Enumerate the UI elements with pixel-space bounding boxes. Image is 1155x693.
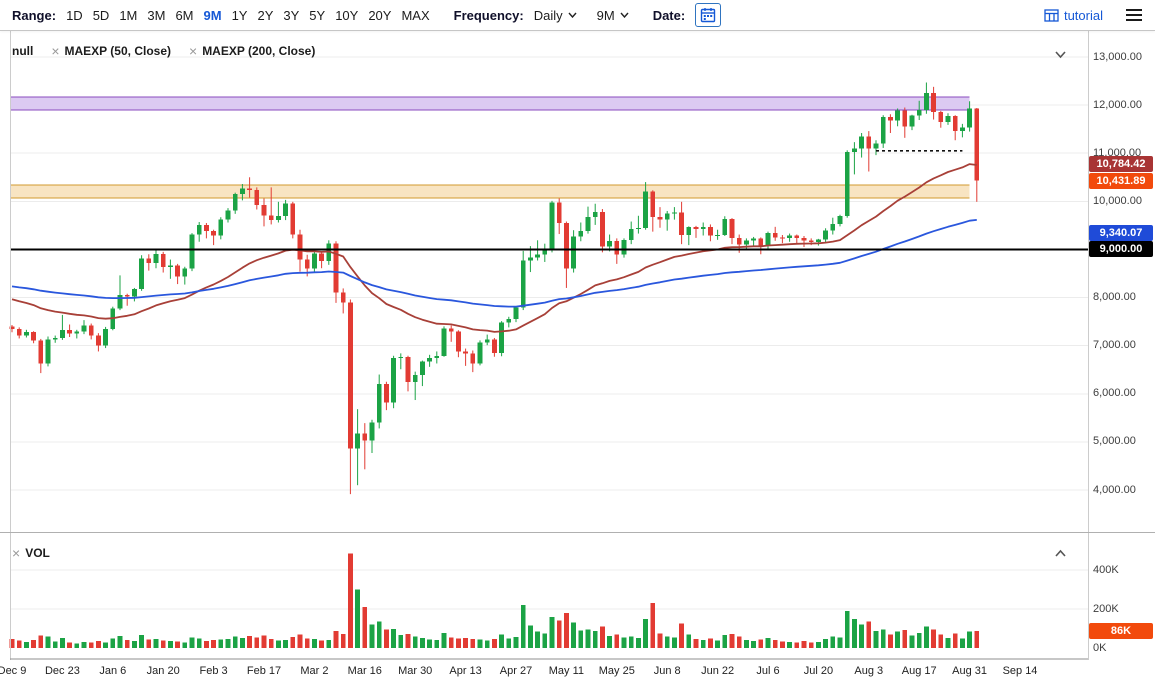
- time-tick-label: Jul 6: [756, 665, 780, 677]
- range-option-2y[interactable]: 2Y: [257, 7, 274, 23]
- tutorial-grid-icon: [1044, 8, 1059, 22]
- frequency-label: Frequency:: [453, 7, 524, 23]
- time-tick-label: Jan 6: [99, 665, 127, 677]
- range-options: 1D 5D 1M 3M 6M 9M 1Y 2Y 3Y 5Y 10Y 20Y MAX: [66, 8, 430, 23]
- price-tick-label: 7,000.00: [1093, 339, 1136, 352]
- time-tick-label: Apr 27: [499, 665, 533, 677]
- frequency-value: Daily: [533, 7, 563, 23]
- price-tick-label: 12,000.00: [1093, 98, 1142, 111]
- time-tick-label: Sep 14: [1002, 665, 1038, 677]
- chevron-up-icon: [1055, 549, 1066, 557]
- price-tick-label: 6,000.00: [1093, 387, 1136, 400]
- range-option-3y[interactable]: 3Y: [283, 7, 300, 23]
- time-tick-label: May 25: [598, 665, 635, 677]
- toolbar: Range: 1D 5D 1M 3M 6M 9M 1Y 2Y 3Y 5Y 10Y 20Y MAX Fre…: [0, 0, 1155, 31]
- time-tick-label: Dec 23: [44, 665, 80, 677]
- remove-indicator-icon[interactable]: ×: [51, 43, 60, 59]
- range-label: Range:: [12, 7, 57, 23]
- time-tick-label: Apr 13: [449, 665, 482, 677]
- time-tick-label: Jan 20: [146, 665, 180, 677]
- period-value: 9M: [596, 7, 615, 23]
- price-tick-label: 8,000.00: [1093, 291, 1136, 304]
- price-tick-label: 5,000.00: [1093, 435, 1136, 448]
- range-option-1m[interactable]: 1M: [119, 7, 138, 23]
- last-volume-badge: 86K: [1089, 623, 1153, 640]
- expand-volume-panel-button[interactable]: [1054, 545, 1067, 563]
- indicator-chip: null: [12, 44, 33, 58]
- time-tick-label: Mar 16: [347, 665, 382, 677]
- range-option-10y[interactable]: 10Y: [335, 7, 359, 23]
- chevron-down-icon: [1055, 51, 1066, 59]
- indicator-label: MAEXP (50, Close): [64, 44, 171, 58]
- remove-indicator-icon[interactable]: ×: [12, 545, 21, 561]
- price-tick-label: 10,000.00: [1093, 194, 1142, 207]
- remove-indicator-icon[interactable]: ×: [189, 43, 198, 59]
- indicator-label: VOL: [25, 546, 50, 560]
- time-tick-label: May 11: [548, 665, 585, 677]
- volume-tick-label: 0K: [1093, 641, 1107, 654]
- price-panel: null × MAEXP (50, Close) × MAEXP (200, Close…: [0, 31, 1155, 533]
- time-tick-label: Dec 9: [0, 665, 27, 677]
- time-tick-label: Aug 17: [901, 665, 937, 677]
- time-axis: Dec 9 Dec 23 Jan 6 Jan 20 Feb 3 Feb 17 Mar 2 Ma…: [0, 660, 1155, 682]
- chevron-down-icon: [620, 12, 629, 18]
- volume-chart-canvas[interactable]: [0, 533, 1155, 660]
- range-option-20y[interactable]: 20Y: [368, 7, 392, 23]
- price-panel-legend: null × MAEXP (50, Close) × MAEXP (200, Close…: [12, 44, 315, 58]
- range-option-max[interactable]: MAX: [401, 7, 430, 23]
- range-option-1d[interactable]: 1D: [66, 7, 83, 23]
- time-tick-label: Aug 31: [952, 665, 988, 677]
- time-tick-label: Jul 20: [803, 665, 834, 677]
- indicator-label: null: [12, 44, 34, 58]
- price-tick-label: 13,000.00: [1093, 50, 1142, 63]
- hline-value-badge: 9,000.00: [1089, 241, 1153, 258]
- frequency-dropdown[interactable]: Daily: [534, 8, 577, 23]
- time-tick-label: Mar 30: [398, 665, 433, 677]
- chevron-down-icon: [568, 12, 577, 18]
- last-price-badge: 10,431.89: [1089, 172, 1153, 189]
- period-dropdown[interactable]: 9M: [597, 8, 629, 23]
- range-option-5d[interactable]: 5D: [92, 7, 110, 23]
- collapse-price-panel-button[interactable]: [1054, 46, 1067, 64]
- time-tick-label: Jun 22: [701, 665, 735, 677]
- range-option-6m[interactable]: 6M: [175, 7, 194, 23]
- price-tick-label: 4,000.00: [1093, 483, 1136, 496]
- time-tick-label: Feb 17: [246, 665, 282, 677]
- indicator-chip: × VOL: [12, 546, 50, 560]
- time-tick-label: Aug 3: [854, 665, 884, 677]
- indicator-chip: × MAEXP (200, Close): [189, 44, 315, 58]
- indicator-chip: × MAEXP (50, Close): [51, 44, 171, 58]
- ema50-value-badge: 10,784.42: [1089, 155, 1153, 172]
- range-option-9m[interactable]: 9M: [203, 7, 222, 23]
- price-chart-canvas[interactable]: [0, 31, 1155, 533]
- time-tick-label: Mar 2: [300, 665, 329, 677]
- volume-panel: × VOL 400K 200K 0K 86K: [0, 533, 1155, 660]
- volume-panel-legend: × VOL: [12, 546, 50, 560]
- range-option-5y[interactable]: 5Y: [309, 7, 326, 23]
- date-picker-button[interactable]: [695, 3, 722, 27]
- time-tick-label: Jun 8: [653, 665, 681, 677]
- time-tick-label: Feb 3: [199, 665, 228, 677]
- date-label: Date:: [652, 7, 686, 23]
- indicator-label: MAEXP (200, Close): [202, 44, 316, 58]
- volume-tick-label: 200K: [1093, 602, 1119, 615]
- range-option-1y[interactable]: 1Y: [231, 7, 248, 23]
- calendar-icon: [701, 8, 716, 23]
- menu-icon[interactable]: [1125, 8, 1143, 22]
- range-option-3m[interactable]: 3M: [147, 7, 166, 23]
- tutorial-link[interactable]: tutorial: [1044, 8, 1103, 23]
- ema200-value-badge: 9,340.07: [1089, 225, 1153, 242]
- tutorial-label: tutorial: [1063, 7, 1103, 23]
- volume-tick-label: 400K: [1093, 563, 1119, 576]
